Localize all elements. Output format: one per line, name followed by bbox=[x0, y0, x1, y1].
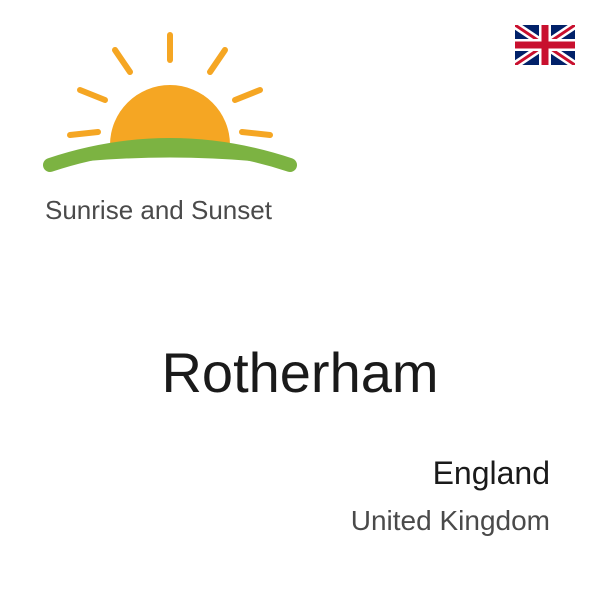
city-name: Rotherham bbox=[0, 340, 600, 405]
sunrise-logo bbox=[30, 20, 310, 220]
region-name: England bbox=[433, 455, 550, 492]
sunrise-icon bbox=[30, 20, 310, 190]
uk-flag-icon bbox=[515, 25, 575, 65]
flag-svg bbox=[515, 25, 575, 65]
tagline-text: Sunrise and Sunset bbox=[45, 195, 272, 226]
country-name: United Kingdom bbox=[351, 505, 550, 537]
card-container: Sunrise and Sunset Rotherham England Uni… bbox=[0, 0, 600, 600]
